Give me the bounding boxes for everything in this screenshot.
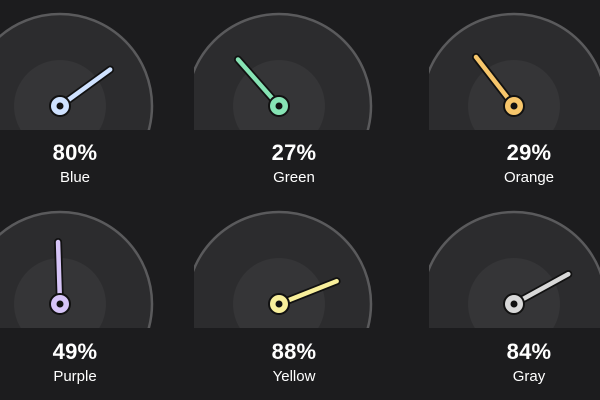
gauge-dial bbox=[0, 12, 154, 130]
gauge-dial bbox=[0, 210, 154, 328]
needle-hub-center bbox=[510, 300, 518, 308]
gauge-dial bbox=[194, 210, 373, 328]
gauge-percent: 88% bbox=[271, 339, 317, 364]
gauge-label: Yellow bbox=[272, 368, 316, 385]
needle-hub-center bbox=[510, 102, 518, 110]
needle-hub-center bbox=[275, 102, 283, 110]
needle-hub-center bbox=[275, 300, 283, 308]
gauge-label: Green bbox=[273, 169, 315, 186]
gauge-green: 27% Green bbox=[194, 0, 394, 198]
gauge-dial bbox=[429, 210, 600, 328]
needle-hub-center bbox=[56, 300, 64, 308]
gauge-percent: 84% bbox=[506, 339, 552, 364]
gauge-dial bbox=[194, 12, 373, 130]
gauge-percent: 49% bbox=[52, 339, 98, 364]
gauge-dial bbox=[429, 12, 600, 130]
gauge-gray: 84% Gray bbox=[429, 196, 600, 396]
gauge-percent: 27% bbox=[271, 140, 317, 165]
gauge-orange: 29% Orange bbox=[429, 0, 600, 198]
gauge-percent: 29% bbox=[506, 140, 552, 165]
gauge-yellow: 88% Yellow bbox=[194, 196, 394, 396]
gauge-label: Blue bbox=[59, 169, 91, 186]
gauge-label: Gray bbox=[512, 368, 546, 385]
gauge-label: Purple bbox=[53, 368, 97, 385]
gauge-label: Orange bbox=[503, 169, 555, 186]
gauge-blue: 80% Blue bbox=[0, 0, 175, 198]
needle-hub-center bbox=[56, 102, 64, 110]
gauge-percent: 80% bbox=[52, 140, 98, 165]
gauge-purple: 49% Purple bbox=[0, 196, 175, 396]
